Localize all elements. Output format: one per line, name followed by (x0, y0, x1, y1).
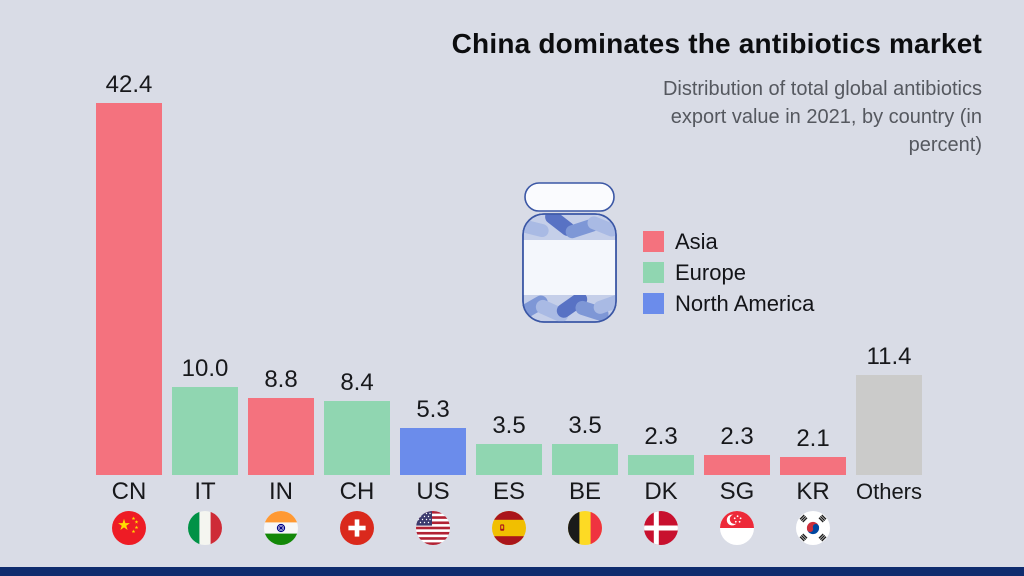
bar-category-label: IN (269, 478, 293, 505)
bar-category-label: Others (855, 479, 923, 504)
be-flag-icon (568, 511, 602, 545)
bar-category-label: KR (796, 478, 830, 505)
bar-category-label: SG (719, 478, 755, 505)
bar-value-label: 2.3 (720, 423, 754, 450)
bar-ch (324, 401, 390, 475)
bar-value-label: 11.4 (866, 343, 912, 370)
bar-in (248, 398, 314, 475)
legend-label: Europe (675, 260, 746, 285)
dk-flag-icon (644, 511, 678, 545)
asia-color-swatch (643, 231, 664, 252)
legend-item-europe: Europe (643, 260, 814, 285)
bar-category-label: BE (568, 478, 601, 505)
footer-accent-bar (0, 567, 1024, 576)
bar-value-label: 10.0 (181, 355, 229, 382)
bar-value-label: 42.4 (105, 71, 153, 98)
bar-dk (628, 455, 694, 475)
bar-category-label: ES (492, 478, 525, 505)
chart-subtitle-line: percent) (908, 134, 982, 156)
chart-subtitle: Distribution of total global antibiotics… (342, 75, 982, 159)
bar-value-label: 3.5 (492, 412, 526, 439)
bar-value-label: 8.8 (264, 366, 298, 393)
cn-flag-icon (112, 511, 146, 545)
bar-category-label: US (416, 478, 450, 505)
europe-color-swatch (643, 262, 664, 283)
bar-category-label: CH (339, 478, 375, 505)
bar-us (400, 428, 466, 475)
north-america-color-swatch (643, 293, 664, 314)
ch-flag-icon (340, 511, 374, 545)
bar-value-label: 3.5 (568, 412, 602, 439)
chart-subtitle-line: export value in 2021, by country (in (670, 106, 982, 128)
bar-it (172, 387, 238, 475)
chart-title: China dominates the antibiotics market (451, 28, 982, 59)
it-flag-icon (188, 511, 222, 545)
bar-category-label: IT (194, 478, 216, 505)
legend-item-asia: Asia (643, 229, 814, 254)
header: China dominates the antibiotics market D… (342, 27, 982, 159)
bar-value-label: 5.3 (416, 396, 450, 423)
es-flag-icon (492, 511, 526, 545)
bar-others (856, 375, 922, 475)
in-flag-icon (264, 511, 298, 545)
legend-label: North America (675, 291, 815, 316)
bar-category-label: DK (644, 478, 678, 505)
pill-bottle-icon (517, 178, 622, 328)
chart-subtitle-line: Distribution of total global antibiotics (662, 78, 982, 100)
bar-value-label: 2.1 (796, 425, 830, 452)
bar-value-label: 2.3 (644, 423, 678, 450)
bar-category-label: CN (111, 478, 147, 505)
bar-cn (96, 103, 162, 475)
legend-item-north-america: North America (643, 291, 815, 316)
bar-kr (780, 457, 846, 475)
sg-flag-icon (720, 511, 754, 545)
us-flag-icon (416, 511, 450, 545)
bar-es (476, 444, 542, 475)
chart-legend: Asia Europe North America (643, 231, 814, 324)
kr-flag-icon (796, 511, 830, 545)
bar-be (552, 444, 618, 475)
bar-sg (704, 455, 770, 475)
bar-value-label: 8.4 (340, 369, 374, 396)
legend-label: Asia (675, 229, 718, 254)
